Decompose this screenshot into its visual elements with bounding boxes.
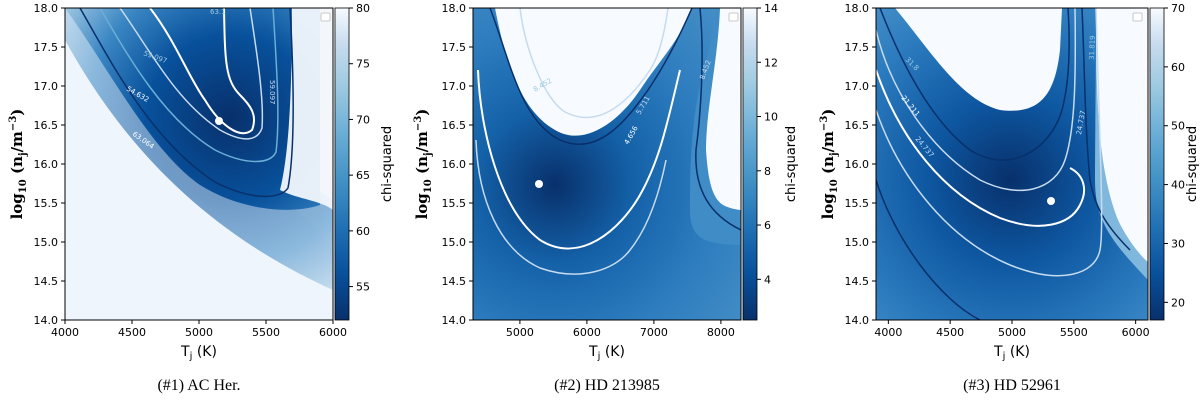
panel-1-best-fit-point [215, 117, 223, 125]
panel-3-y-ticks: 14.0 14.5 15.0 15.5 16.0 16.5 17.0 17.5 18.0 [845, 2, 876, 327]
y-tick-label: 17.0 [34, 80, 59, 93]
colorbar-tick-label: 12 [764, 56, 778, 69]
svg-text:63.1: 63.1 [210, 8, 226, 16]
y-tick-label: 16.5 [845, 119, 870, 132]
colorbar-tick-label: 20 [1171, 296, 1185, 309]
x-tick-label: 6000 [573, 326, 601, 339]
y-tick-label: 15.0 [34, 236, 59, 249]
y-tick-label: 15.5 [845, 197, 870, 210]
y-tick-label: 16.5 [442, 119, 467, 132]
panel-2-xlabel: Tj (K) [588, 344, 625, 362]
y-tick-label: 17.5 [442, 41, 467, 54]
panel-1-ylabel: log10 (nj/m−3) [8, 109, 29, 220]
x-tick-label: 5000 [998, 326, 1026, 339]
panel-3-ylabel: log10 (nj/m−3) [819, 109, 840, 220]
x-tick-label: 5000 [506, 326, 534, 339]
colorbar-tick-label: 50 [1171, 120, 1185, 133]
panel-3-heatmap: 31.8 21.211 24.737 24.737 31.819 [876, 8, 1148, 320]
x-tick-label: 4500 [118, 326, 146, 339]
colorbar-tick-label: 70 [356, 113, 370, 126]
panel-2-best-fit-point [535, 180, 543, 188]
panel-2: 8.452 4.656 5.711 8.452 5000 6000 7000 8000… [413, 2, 799, 394]
y-tick-label: 16.0 [34, 158, 59, 171]
colorbar-tick-label: 14 [764, 2, 778, 15]
y-tick-label: 17.5 [34, 41, 59, 54]
colorbar-tick-label: 8 [764, 165, 771, 178]
panel-1-caption: (#1) AC Her. [157, 377, 240, 394]
panel-3-xlabel: Tj (K) [993, 344, 1030, 362]
colorbar-tick-label: 70 [1171, 2, 1185, 15]
panel-2-y-ticks: 14.0 14.5 15.0 15.5 16.0 16.5 17.0 17.5 18.0 [442, 2, 473, 327]
panel-1-colorbar-ticks: 55 60 65 70 75 80 [349, 2, 370, 294]
y-tick-label: 17.0 [845, 80, 870, 93]
y-tick-label: 15.5 [34, 197, 59, 210]
panel-2-colorbar [742, 7, 758, 321]
x-tick-label: 5500 [252, 326, 280, 339]
svg-text:31.819: 31.819 [1088, 35, 1097, 60]
x-tick-label: 5000 [185, 326, 213, 339]
x-tick-label: 4000 [51, 326, 79, 339]
y-tick-label: 16.0 [845, 158, 870, 171]
panel-2-ylabel: log10 (nj/m−3) [413, 109, 434, 220]
panel-2-caption: (#2) HD 213985 [554, 377, 660, 394]
panel-1-y-ticks: 14.0 14.5 15.0 15.5 16.0 16.5 17.0 17.5 18.0 [34, 2, 65, 327]
y-tick-label: 14.0 [845, 314, 870, 327]
y-tick-label: 14.0 [442, 314, 467, 327]
y-tick-label: 15.0 [442, 236, 467, 249]
colorbar-tick-label: 4 [764, 273, 771, 286]
x-tick-label: 5500 [1060, 326, 1088, 339]
y-tick-label: 18.0 [34, 2, 59, 15]
y-tick-label: 14.5 [845, 275, 870, 288]
panel-1-x-ticks: 4000 4500 5000 5500 6000 [51, 320, 347, 339]
y-tick-label: 18.0 [442, 2, 467, 15]
panel-2-heatmap: 8.452 4.656 5.711 8.452 [473, 8, 741, 320]
y-tick-label: 17.0 [442, 80, 467, 93]
panel-1: 63.1 59.097 54.632 63.064 59.097 4000 450… [8, 2, 395, 394]
panel-1-heatmap: 63.1 59.097 54.632 63.064 59.097 [65, 8, 333, 320]
y-tick-label: 17.5 [845, 41, 870, 54]
panel-3-best-fit-point [1047, 197, 1055, 205]
panel-3-x-ticks: 4000 4500 5000 5500 6000 [874, 320, 1150, 339]
panel-3-colorbar [1149, 7, 1165, 321]
x-tick-label: 8000 [707, 326, 735, 339]
panel-3-legend-box [1132, 12, 1143, 22]
y-tick-label: 15.0 [845, 236, 870, 249]
x-tick-label: 6000 [319, 326, 347, 339]
svg-text:59.097: 59.097 [268, 80, 276, 105]
colorbar-tick-label: 30 [1171, 237, 1185, 250]
panel-1-colorbar-label: chi-squared [380, 126, 395, 202]
panel-3-colorbar-label: chi-squared [1185, 126, 1200, 202]
colorbar-tick-label: 75 [356, 58, 370, 71]
panel-2-legend-box [728, 12, 739, 22]
y-tick-label: 14.5 [34, 275, 59, 288]
colorbar-tick-label: 60 [1171, 61, 1185, 74]
colorbar-tick-label: 10 [764, 111, 778, 124]
y-tick-label: 16.5 [34, 119, 59, 132]
panel-3: 31.8 21.211 24.737 24.737 31.819 4000 450… [819, 2, 1200, 394]
y-tick-label: 15.5 [442, 197, 467, 210]
panel-1-xlabel: Tj (K) [180, 344, 217, 362]
x-tick-label: 4000 [874, 326, 902, 339]
colorbar-tick-label: 60 [356, 225, 370, 238]
panel-2-colorbar-ticks: 4 6 8 10 12 14 [757, 2, 778, 286]
panel-1-legend-box [320, 12, 331, 22]
x-tick-label: 6000 [1122, 326, 1150, 339]
colorbar-tick-label: 55 [356, 281, 370, 294]
colorbar-tick-label: 80 [356, 2, 370, 15]
colorbar-tick-label: 65 [356, 169, 370, 182]
x-tick-label: 7000 [640, 326, 668, 339]
panel-3-caption: (#3) HD 52961 [963, 377, 1061, 394]
panel-2-x-ticks: 5000 6000 7000 8000 [506, 320, 735, 339]
y-tick-label: 14.0 [34, 314, 59, 327]
y-tick-label: 14.5 [442, 275, 467, 288]
y-tick-label: 16.0 [442, 158, 467, 171]
colorbar-tick-label: 6 [764, 219, 771, 232]
colorbar-tick-label: 40 [1171, 179, 1185, 192]
panel-1-colorbar [334, 7, 350, 321]
y-tick-label: 18.0 [845, 2, 870, 15]
x-tick-label: 4500 [936, 326, 964, 339]
panel-2-colorbar-label: chi-squared [784, 126, 799, 202]
panel-3-colorbar-ticks: 20 30 40 50 60 70 [1164, 2, 1185, 309]
